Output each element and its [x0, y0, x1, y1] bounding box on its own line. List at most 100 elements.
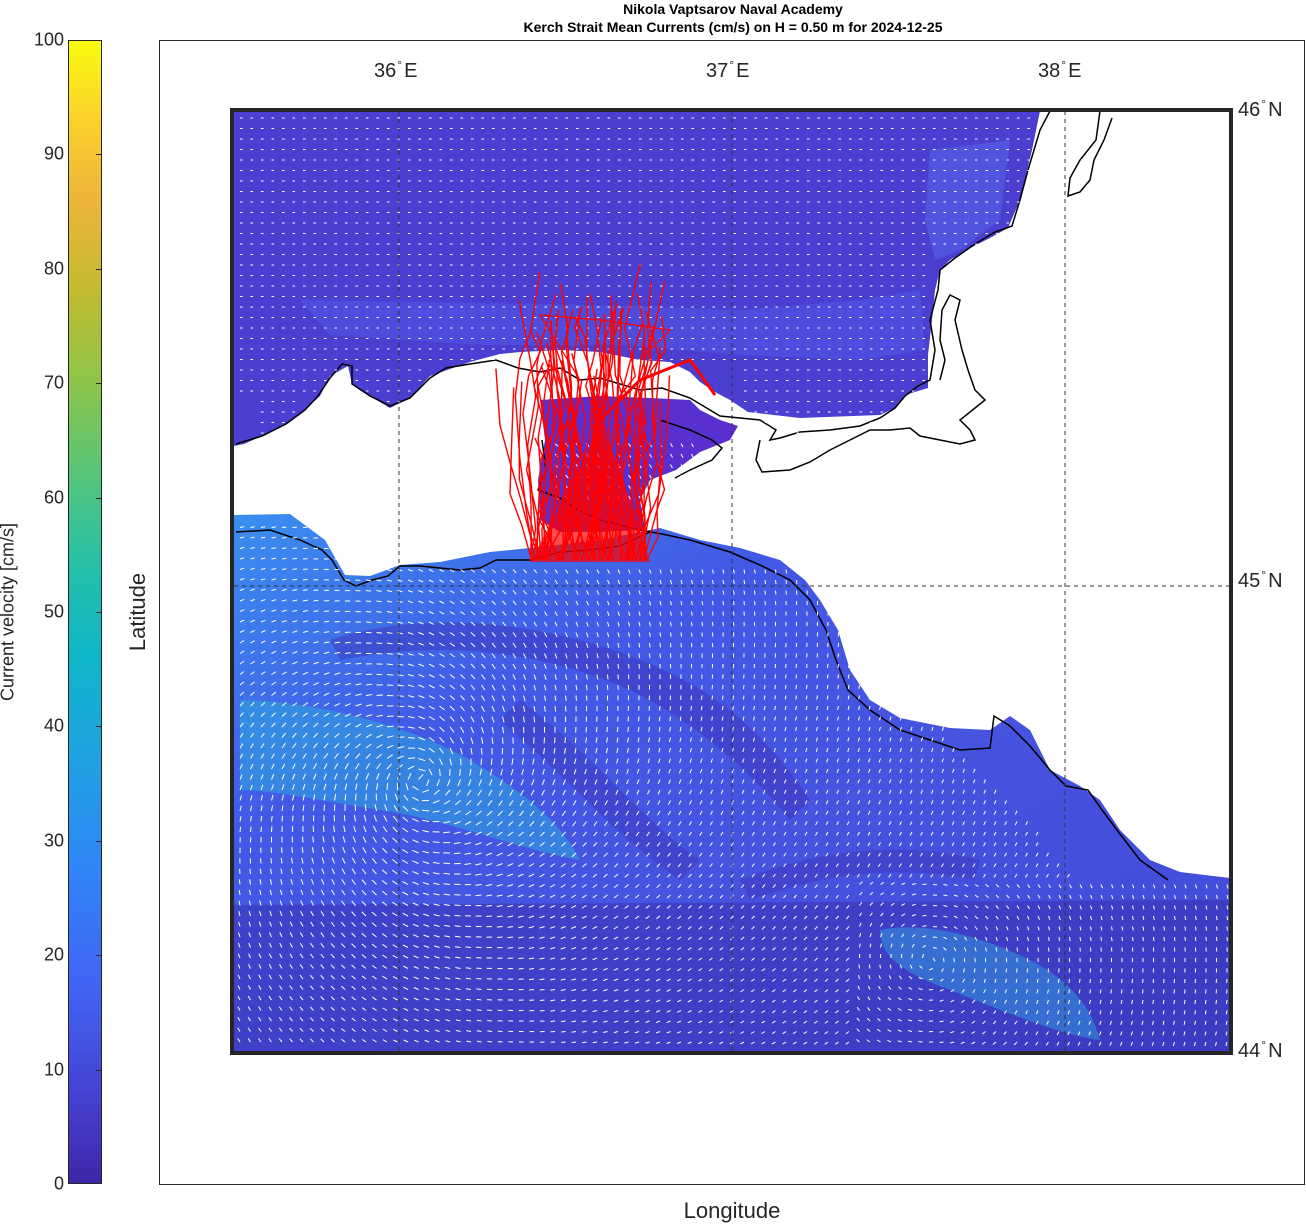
current-vector-arrow [985, 905, 989, 909]
current-vector-arrow [858, 716, 860, 721]
current-vector-arrow [501, 758, 503, 765]
current-vector-arrow [412, 796, 419, 801]
current-vector-arrow [397, 590, 403, 593]
current-vector-arrow [1035, 831, 1039, 836]
current-vector-arrow [402, 848, 409, 854]
current-vector-arrow [476, 810, 482, 816]
current-vector-arrow [418, 611, 424, 614]
current-vector-arrow [1142, 905, 1145, 910]
current-vector-arrow [586, 621, 589, 627]
current-vector-arrow [344, 703, 351, 707]
current-vector-arrow [330, 943, 335, 948]
current-vector-arrow [422, 819, 430, 822]
current-vector-arrow [741, 863, 745, 868]
current-vector-arrow [507, 905, 514, 908]
current-vector-arrow [814, 831, 818, 836]
current-vector-arrow [710, 758, 713, 763]
current-vector-arrow [648, 726, 650, 732]
current-vector-arrow [465, 967, 472, 969]
current-vector-arrow [901, 903, 906, 906]
current-vector-arrow [1111, 884, 1114, 889]
current-vector-arrow [575, 590, 579, 595]
current-vector-arrow [752, 779, 755, 784]
current-vector-arrow [1216, 884, 1218, 889]
current-vector-arrow [491, 737, 494, 744]
current-vector-arrow [742, 726, 745, 732]
current-vector-arrow [507, 831, 514, 837]
current-vector-arrow [402, 891, 409, 896]
current-vector-arrow [470, 705, 475, 712]
current-vector-arrow [271, 568, 277, 570]
current-vector-arrow [292, 651, 298, 654]
current-vector-arrow [271, 732, 276, 738]
current-vector-arrow [279, 889, 283, 896]
current-vector-arrow [1090, 894, 1093, 899]
current-vector-arrow [392, 901, 398, 906]
current-vector-arrow [774, 684, 776, 690]
current-vector-arrow [805, 726, 808, 732]
current-vector-arrow [877, 863, 881, 868]
current-vector-arrow [993, 863, 997, 868]
current-vector-arrow [460, 590, 465, 594]
current-vector-arrow [607, 590, 610, 595]
current-vector-arrow [741, 873, 745, 878]
colorbar-tick-mark [96, 268, 102, 270]
current-vector-arrow [583, 789, 587, 796]
current-vector-arrow [528, 842, 535, 847]
current-vector-arrow [402, 923, 409, 927]
current-vector-arrow [888, 800, 892, 805]
current-vector-arrow [880, 892, 885, 896]
current-vector-arrow [529, 968, 535, 970]
current-vector-arrow [552, 768, 556, 775]
current-vector-arrow [679, 758, 682, 763]
current-vector-arrow [845, 968, 850, 972]
current-vector-arrow [920, 737, 923, 742]
current-vector-arrow [678, 800, 682, 805]
current-vector-arrow [291, 847, 293, 854]
current-vector-arrow [732, 726, 734, 732]
current-vector-arrow [402, 870, 409, 875]
current-vector-arrow [250, 732, 255, 738]
current-vector-arrow [857, 758, 860, 763]
current-vector-arrow [402, 880, 409, 885]
current-vector-arrow [835, 947, 839, 951]
current-vector-arrow [867, 821, 871, 826]
current-vector-arrow [709, 831, 713, 836]
current-vector-arrow [508, 810, 514, 817]
current-vector-arrow [628, 632, 630, 638]
current-vector-arrow [491, 684, 496, 691]
current-vector-arrow [575, 621, 579, 627]
current-vector-arrow [846, 810, 850, 815]
current-vector-arrow [669, 705, 671, 711]
current-vector-arrow [376, 600, 382, 603]
current-vector-arrow [310, 953, 314, 959]
current-vector-arrow [260, 815, 263, 822]
current-vector-arrow [271, 536, 276, 539]
current-vector-arrow [962, 831, 965, 836]
current-vector-arrow [428, 642, 435, 647]
current-vector-arrow [764, 569, 767, 574]
current-vector-arrow [972, 831, 976, 836]
current-vector-arrow [691, 611, 693, 616]
current-vector-arrow [512, 674, 516, 680]
current-vector-arrow [773, 800, 776, 805]
current-vector-arrow [1100, 894, 1103, 899]
current-vector-arrow [941, 821, 944, 826]
current-vector-arrow [888, 789, 892, 794]
current-vector-arrow [460, 716, 465, 723]
current-vector-arrow [1037, 947, 1039, 952]
current-vector-arrow [554, 642, 558, 648]
current-vector-arrow [761, 915, 766, 920]
current-vector-arrow [418, 663, 425, 667]
current-vector-arrow [668, 747, 671, 753]
current-vector-arrow [481, 653, 486, 659]
current-vector-arrow [281, 794, 284, 801]
current-vector-arrow [531, 768, 535, 776]
current-vector-arrow [551, 789, 556, 796]
current-vector-arrow [1037, 926, 1040, 931]
current-vector-arrow [407, 684, 415, 688]
current-vector-arrow [490, 758, 493, 766]
current-vector-arrow [846, 789, 850, 794]
colorbar-tick-label: 70 [43, 372, 64, 393]
current-vector-arrow [753, 695, 755, 700]
